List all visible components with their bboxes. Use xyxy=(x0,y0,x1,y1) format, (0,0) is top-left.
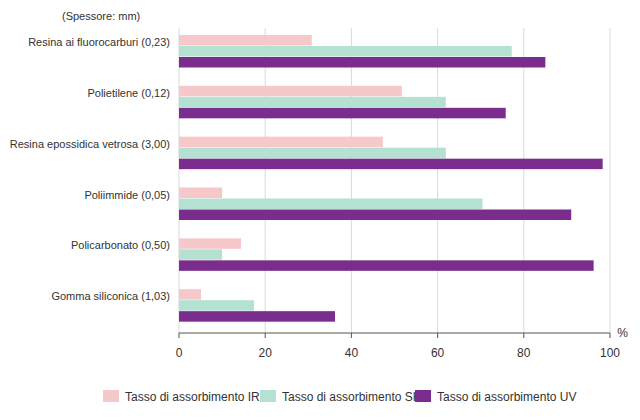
grid-line xyxy=(179,28,180,333)
tick-label: 0 xyxy=(176,346,183,360)
tick-label: 100 xyxy=(600,346,620,360)
chart-container: 0 20 40 60 80 100% (Spessore: mm) Resina ai flu… xyxy=(0,0,640,420)
legend-swatch xyxy=(103,390,119,402)
category-label: Resina ai fluorocarburi (0,23) xyxy=(28,36,170,48)
legend-label: Tasso di assorbimento IR xyxy=(125,390,260,404)
bar xyxy=(179,97,446,108)
bars xyxy=(179,35,603,322)
legend: Tasso di assorbimento IR Tasso di assorbi… xyxy=(103,390,576,404)
bar xyxy=(179,210,571,221)
category-label: Resina epossidica vetrosa (3,00) xyxy=(10,138,170,150)
grid xyxy=(179,28,610,333)
category-label: Gomma siliconica (1,03) xyxy=(51,290,170,302)
grid-line xyxy=(523,28,524,333)
bar xyxy=(179,148,446,159)
tick-label: 60 xyxy=(431,346,445,360)
tick-mark xyxy=(265,333,266,338)
tick-mark xyxy=(179,333,180,338)
tick-mark xyxy=(437,333,438,338)
bar xyxy=(179,300,254,311)
category-label: Policarbonato (0,50) xyxy=(71,239,170,251)
bar xyxy=(179,35,312,46)
chart-svg: 0 20 40 60 80 100% (Spessore: mm) Resina ai flu… xyxy=(0,0,640,420)
tick-label: 80 xyxy=(517,346,531,360)
legend-swatch xyxy=(260,390,276,402)
bar xyxy=(179,249,222,259)
grid-line xyxy=(265,28,266,333)
bar xyxy=(179,199,482,210)
tick-label: 20 xyxy=(259,346,273,360)
category-label: Polietilene (0,12) xyxy=(87,87,170,99)
grid-line xyxy=(437,28,438,333)
annotation: (Spessore: mm) xyxy=(62,10,140,22)
bar xyxy=(179,159,603,170)
bar xyxy=(179,289,201,300)
tick-mark xyxy=(523,333,524,338)
bar xyxy=(179,137,383,148)
legend-swatch xyxy=(415,390,431,402)
bar xyxy=(179,311,335,322)
grid-line xyxy=(610,28,611,333)
x-axis-line xyxy=(179,333,610,334)
bar xyxy=(179,188,222,199)
tick-mark xyxy=(351,333,352,338)
x-axis-label: % xyxy=(617,326,628,340)
legend-label: Tasso di assorbimento UV xyxy=(437,390,576,404)
bar xyxy=(179,57,545,68)
tick-label: 40 xyxy=(345,346,359,360)
bar xyxy=(179,238,241,249)
bar xyxy=(179,260,594,271)
bar xyxy=(179,86,402,97)
bar xyxy=(179,108,506,119)
bar xyxy=(179,46,512,57)
legend-label: Tasso di assorbimento SHG xyxy=(282,390,431,404)
tick-mark xyxy=(610,333,611,338)
grid-line xyxy=(351,28,352,333)
category-label: Poliimmide (0,05) xyxy=(84,189,170,201)
